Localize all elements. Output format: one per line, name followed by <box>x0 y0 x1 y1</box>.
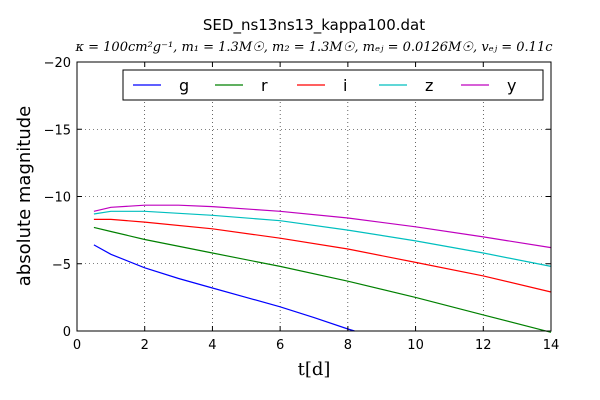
x-tick-label: 8 <box>344 338 352 353</box>
series-line-z <box>93 210 552 267</box>
y-axis-label: absolute magnitude <box>14 106 35 286</box>
x-tick-label: 6 <box>276 338 284 353</box>
x-axis-label: t[d] <box>298 359 331 380</box>
y-tick-label: −10 <box>44 191 71 206</box>
y-tick-label: 0 <box>63 325 71 340</box>
legend-label-y: y <box>507 76 516 95</box>
x-tick-label: 0 <box>73 338 81 353</box>
series-line-r <box>93 226 552 333</box>
series-line-i <box>93 218 552 293</box>
legend-label-z: z <box>425 76 433 95</box>
legend-label-r: r <box>261 76 268 95</box>
chart-title: SED_ns13ns13_kappa100.dat <box>203 16 425 35</box>
x-tick-label: 4 <box>208 338 216 353</box>
x-tick-label: 10 <box>407 338 424 353</box>
y-tick-label: −5 <box>52 258 71 273</box>
series-group <box>93 204 552 333</box>
x-tick-label: 2 <box>141 338 149 353</box>
grid <box>76 61 552 332</box>
x-tick-label: 12 <box>475 338 492 353</box>
series-line-g <box>93 244 355 332</box>
legend-label-g: g <box>179 76 189 95</box>
y-tick-label: −20 <box>44 56 71 71</box>
series-line-y <box>93 204 552 249</box>
axis-ticks: 0 2 4 6 8 10 12 14 0 −5 −10 −15 −20 <box>44 56 560 353</box>
x-tick-label: 14 <box>543 338 560 353</box>
y-tick-label: −15 <box>44 123 71 138</box>
chart-subtitle: κ = 100cm²g⁻¹, m₁ = 1.3M☉, m₂ = 1.3M☉, m… <box>74 40 553 55</box>
legend-label-i: i <box>343 76 347 95</box>
